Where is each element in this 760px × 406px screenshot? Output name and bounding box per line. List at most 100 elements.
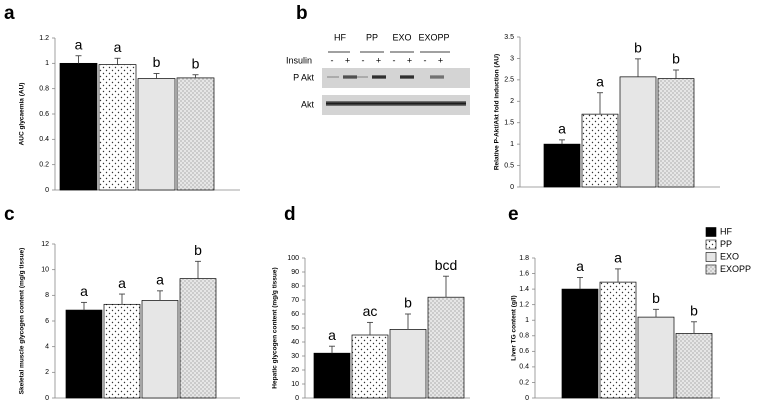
y-tick-label: 1.8 bbox=[519, 255, 529, 262]
y-tick-label: 8 bbox=[45, 292, 49, 299]
significance-label: a bbox=[80, 283, 88, 299]
panel-label: c bbox=[4, 204, 15, 225]
y-axis-label: Hepatic glycogen content (mg/g tissue) bbox=[272, 267, 279, 388]
error-bar bbox=[691, 321, 697, 334]
y-tick-label: 0 bbox=[45, 395, 49, 402]
bar bbox=[59, 62, 98, 191]
y-tick-label: 0.6 bbox=[39, 111, 49, 118]
error-bar bbox=[192, 74, 199, 78]
significance-label: b bbox=[194, 242, 202, 258]
bar bbox=[427, 296, 465, 399]
y-tick-label: 3 bbox=[510, 55, 514, 62]
treatment-label: Insulin bbox=[286, 55, 312, 65]
bar bbox=[561, 288, 599, 399]
bar bbox=[543, 143, 581, 188]
error-bar bbox=[114, 57, 121, 65]
y-tick-label: 0.8 bbox=[519, 333, 529, 340]
bar bbox=[103, 303, 141, 399]
legend-swatch bbox=[705, 227, 717, 237]
y-tick-label: 1.2 bbox=[39, 35, 49, 42]
y-tick-label: 0.2 bbox=[519, 379, 529, 386]
panel-label: b bbox=[296, 3, 308, 24]
legend-label: EXOPP bbox=[720, 264, 751, 274]
y-tick-label: 0 bbox=[525, 395, 529, 402]
y-tick-label: 10 bbox=[291, 381, 299, 388]
bar bbox=[389, 329, 427, 399]
sign-label: - bbox=[362, 55, 365, 65]
significance-label: a bbox=[576, 258, 584, 274]
y-axis-label: Skeletal muscle glycogen content (mg/g t… bbox=[19, 248, 26, 395]
legend-label: PP bbox=[720, 239, 732, 249]
significance-label: b bbox=[672, 51, 680, 67]
y-tick-label: 1 bbox=[45, 60, 49, 67]
y-tick-label: 0 bbox=[45, 187, 49, 194]
error-bar bbox=[405, 313, 411, 330]
y-tick-label: 50 bbox=[291, 325, 299, 332]
error-bar bbox=[653, 308, 659, 318]
bar bbox=[657, 78, 695, 188]
lane-label: EXO bbox=[392, 32, 411, 42]
lane-label: EXOPP bbox=[418, 32, 449, 42]
significance-label: a bbox=[328, 327, 336, 343]
bar bbox=[675, 333, 713, 399]
error-bar bbox=[615, 268, 621, 283]
legend-swatch bbox=[705, 252, 717, 262]
significance-label: b bbox=[153, 54, 161, 70]
y-axis-label: AUC glycaemia (AU) bbox=[19, 83, 26, 146]
error-bar bbox=[119, 293, 125, 305]
significance-label: ac bbox=[363, 303, 378, 319]
error-bar bbox=[75, 55, 82, 64]
y-tick-label: 0.8 bbox=[39, 86, 49, 93]
sign-label: - bbox=[424, 55, 427, 65]
error-bar bbox=[329, 345, 335, 354]
y-tick-label: 2 bbox=[45, 369, 49, 376]
significance-label: b bbox=[404, 295, 412, 311]
significance-label: b bbox=[192, 55, 200, 71]
bar bbox=[313, 352, 351, 399]
sign-label: - bbox=[331, 55, 334, 65]
y-tick-label: 30 bbox=[291, 353, 299, 360]
row-label: P Akt bbox=[293, 72, 314, 82]
error-bar bbox=[577, 276, 583, 290]
significance-label: a bbox=[558, 121, 566, 137]
y-tick-label: 1.4 bbox=[519, 286, 529, 293]
significance-label: b bbox=[652, 290, 660, 306]
y-tick-label: 0 bbox=[510, 184, 514, 191]
y-tick-label: 1.6 bbox=[519, 270, 529, 277]
bar bbox=[179, 278, 217, 399]
significance-label: a bbox=[156, 272, 164, 288]
y-tick-label: 2 bbox=[510, 98, 514, 105]
panel-label: e bbox=[508, 204, 519, 225]
error-bar bbox=[443, 275, 449, 298]
significance-label: a bbox=[75, 36, 83, 52]
y-tick-label: 1 bbox=[525, 317, 529, 324]
legend-label: EXO bbox=[720, 251, 739, 261]
y-tick-label: 0.6 bbox=[519, 348, 529, 355]
bar bbox=[637, 316, 675, 399]
bar bbox=[141, 300, 179, 399]
y-tick-label: 20 bbox=[291, 367, 299, 374]
bar bbox=[599, 281, 637, 399]
y-tick-label: 12 bbox=[41, 241, 49, 248]
y-tick-label: 0.4 bbox=[519, 364, 529, 371]
bar bbox=[137, 78, 176, 191]
sign-label: + bbox=[345, 55, 350, 65]
y-tick-label: 3.5 bbox=[504, 34, 514, 41]
y-tick-label: 1 bbox=[510, 141, 514, 148]
legend-label: HF bbox=[720, 226, 732, 236]
sign-label: + bbox=[407, 55, 412, 65]
significance-label: a bbox=[114, 39, 122, 55]
blot-bands bbox=[326, 75, 466, 106]
y-tick-label: 0.2 bbox=[39, 162, 49, 169]
error-bar bbox=[367, 321, 373, 335]
error-bar bbox=[153, 73, 160, 79]
significance-label: a bbox=[614, 250, 622, 266]
blot-image bbox=[322, 68, 470, 88]
y-tick-label: 4 bbox=[45, 344, 49, 351]
bar bbox=[351, 334, 389, 399]
sign-label: - bbox=[393, 55, 396, 65]
error-bar bbox=[597, 92, 603, 115]
bar bbox=[98, 64, 137, 191]
bar bbox=[619, 76, 657, 188]
